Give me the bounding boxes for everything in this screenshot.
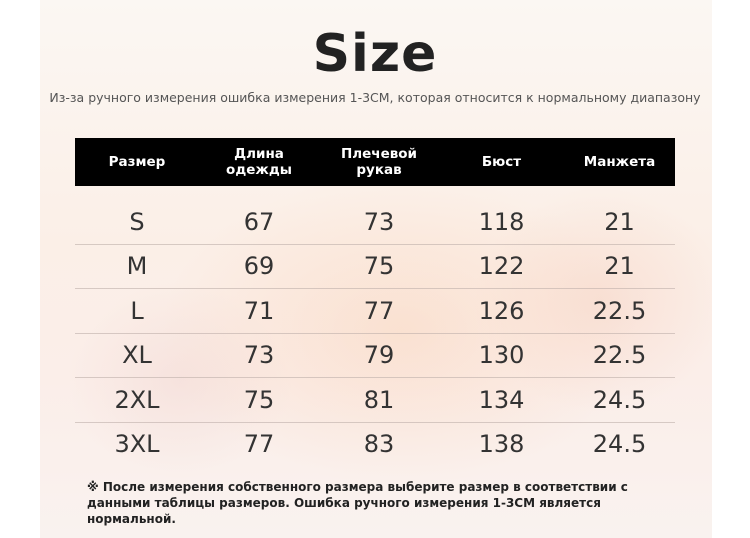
cell-shoulder-sleeve: 73 [363, 207, 395, 236]
cell-size: 3XL [114, 430, 160, 459]
header-length: Длина одежды [226, 146, 292, 178]
cell-cuff: 21 [604, 207, 635, 236]
cell-cuff: 24.5 [592, 430, 647, 459]
table-row: L 71 77 126 22.5 [75, 289, 675, 334]
cell-bust: 122 [478, 252, 525, 281]
cell-length: 75 [243, 385, 275, 414]
cell-bust: 118 [478, 207, 525, 236]
cell-shoulder-sleeve: 81 [363, 385, 395, 414]
size-table: Размер Длина одежды Плечевой рукав Бюст … [75, 138, 675, 466]
header-bust: Бюст [481, 154, 522, 170]
table-row: 3XL 77 83 138 24.5 [75, 423, 675, 467]
cell-cuff: 21 [604, 252, 635, 281]
page-title: Size [312, 24, 438, 84]
header-shoulder-sleeve: Плечевой рукав [340, 146, 418, 178]
cell-size: 2XL [114, 385, 160, 414]
cell-length: 71 [243, 296, 275, 325]
cell-shoulder-sleeve: 77 [363, 296, 395, 325]
cell-shoulder-sleeve: 75 [363, 252, 395, 281]
cell-cuff: 22.5 [592, 296, 647, 325]
table-row: 2XL 75 81 134 24.5 [75, 378, 675, 423]
table-row: M 69 75 122 21 [75, 245, 675, 289]
size-chart-card [40, 0, 712, 538]
cell-size: XL [122, 341, 152, 370]
cell-cuff: 22.5 [592, 341, 647, 370]
cell-length: 67 [243, 207, 275, 236]
header-size: Размер [108, 154, 166, 170]
table-row: S 67 73 118 21 [75, 200, 675, 245]
table-row: XL 73 79 130 22.5 [75, 334, 675, 378]
cell-cuff: 24.5 [592, 385, 647, 414]
cell-shoulder-sleeve: 83 [363, 430, 395, 459]
cell-bust: 134 [478, 385, 525, 414]
header-cuff: Манжета [583, 154, 656, 170]
cell-length: 73 [243, 341, 275, 370]
cell-size: S [129, 207, 145, 236]
cell-bust: 138 [478, 430, 525, 459]
measurement-error-subtitle: Из-за ручного измерения ошибка измерения… [49, 90, 701, 105]
cell-length: 77 [243, 430, 275, 459]
cell-bust: 126 [478, 296, 525, 325]
table-header: Размер Длина одежды Плечевой рукав Бюст … [75, 138, 675, 186]
cell-length: 69 [243, 252, 275, 281]
table-body: S 67 73 118 21 M 69 75 122 21 L 71 77 12… [75, 200, 675, 466]
cell-size: L [130, 296, 144, 325]
cell-size: M [126, 252, 148, 281]
measurement-note: ※ После измерения собственного размера в… [87, 480, 628, 526]
cell-shoulder-sleeve: 79 [363, 341, 395, 370]
cell-bust: 130 [478, 341, 525, 370]
